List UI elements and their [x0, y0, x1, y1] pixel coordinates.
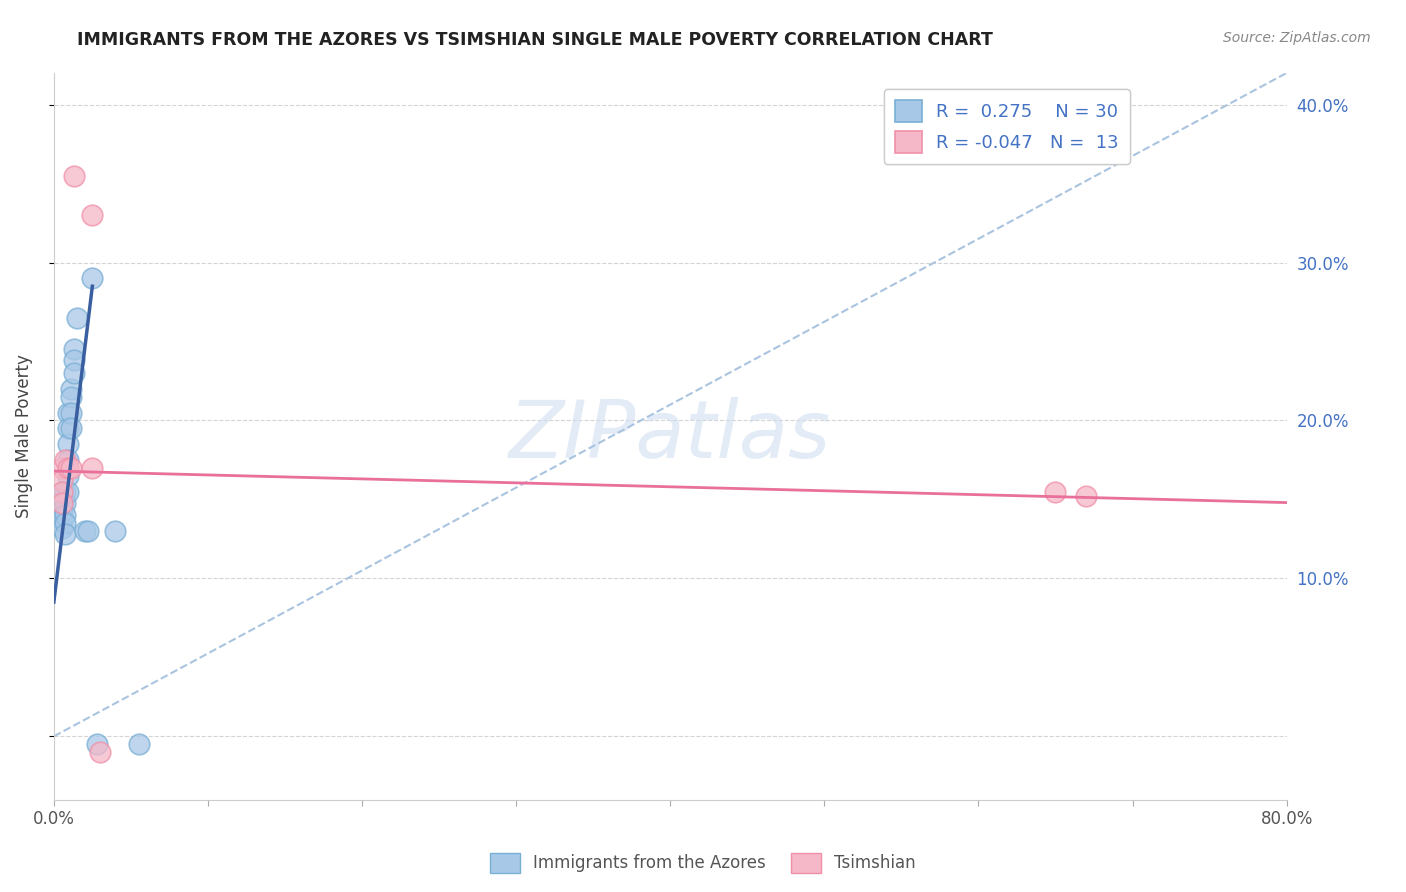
Point	[82, 208, 104, 222]
Point	[53, 453, 76, 467]
Point	[128, 737, 150, 751]
Point	[51, 460, 73, 475]
Point	[53, 527, 76, 541]
Point	[89, 745, 111, 759]
Point	[51, 474, 73, 488]
Point	[53, 484, 76, 499]
Point	[82, 271, 104, 285]
Point	[56, 484, 79, 499]
Text: Source: ZipAtlas.com: Source: ZipAtlas.com	[1223, 31, 1371, 45]
Point	[59, 460, 82, 475]
Point	[59, 421, 82, 435]
Point	[51, 495, 73, 509]
Point	[86, 737, 108, 751]
Point	[63, 343, 86, 357]
Point	[63, 169, 86, 183]
Point	[51, 503, 73, 517]
Point	[59, 406, 82, 420]
Point	[76, 524, 98, 538]
Point	[56, 453, 79, 467]
Point	[56, 421, 79, 435]
Point	[51, 521, 73, 535]
Text: ZIPatlas: ZIPatlas	[509, 397, 831, 475]
Point	[56, 406, 79, 420]
Point	[73, 524, 96, 538]
Point	[63, 353, 86, 368]
Point	[53, 516, 76, 530]
Text: IMMIGRANTS FROM THE AZORES VS TSIMSHIAN SINGLE MALE POVERTY CORRELATION CHART: IMMIGRANTS FROM THE AZORES VS TSIMSHIAN …	[77, 31, 993, 49]
Point	[56, 468, 79, 483]
Point	[53, 508, 76, 523]
Point	[1076, 489, 1098, 503]
Y-axis label: Single Male Poverty: Single Male Poverty	[15, 354, 32, 518]
Point	[51, 495, 73, 509]
Point	[104, 524, 127, 538]
Point	[59, 390, 82, 404]
Legend: Immigrants from the Azores, Tsimshian: Immigrants from the Azores, Tsimshian	[484, 847, 922, 880]
Point	[53, 495, 76, 509]
Point	[51, 484, 73, 499]
Point	[51, 484, 73, 499]
Point	[1045, 484, 1067, 499]
Legend: R =  0.275    N = 30, R = -0.047   N =  13: R = 0.275 N = 30, R = -0.047 N = 13	[884, 89, 1129, 164]
Point	[56, 460, 79, 475]
Point	[66, 310, 89, 325]
Point	[51, 511, 73, 525]
Point	[63, 366, 86, 380]
Point	[59, 382, 82, 396]
Point	[82, 460, 104, 475]
Point	[56, 437, 79, 451]
